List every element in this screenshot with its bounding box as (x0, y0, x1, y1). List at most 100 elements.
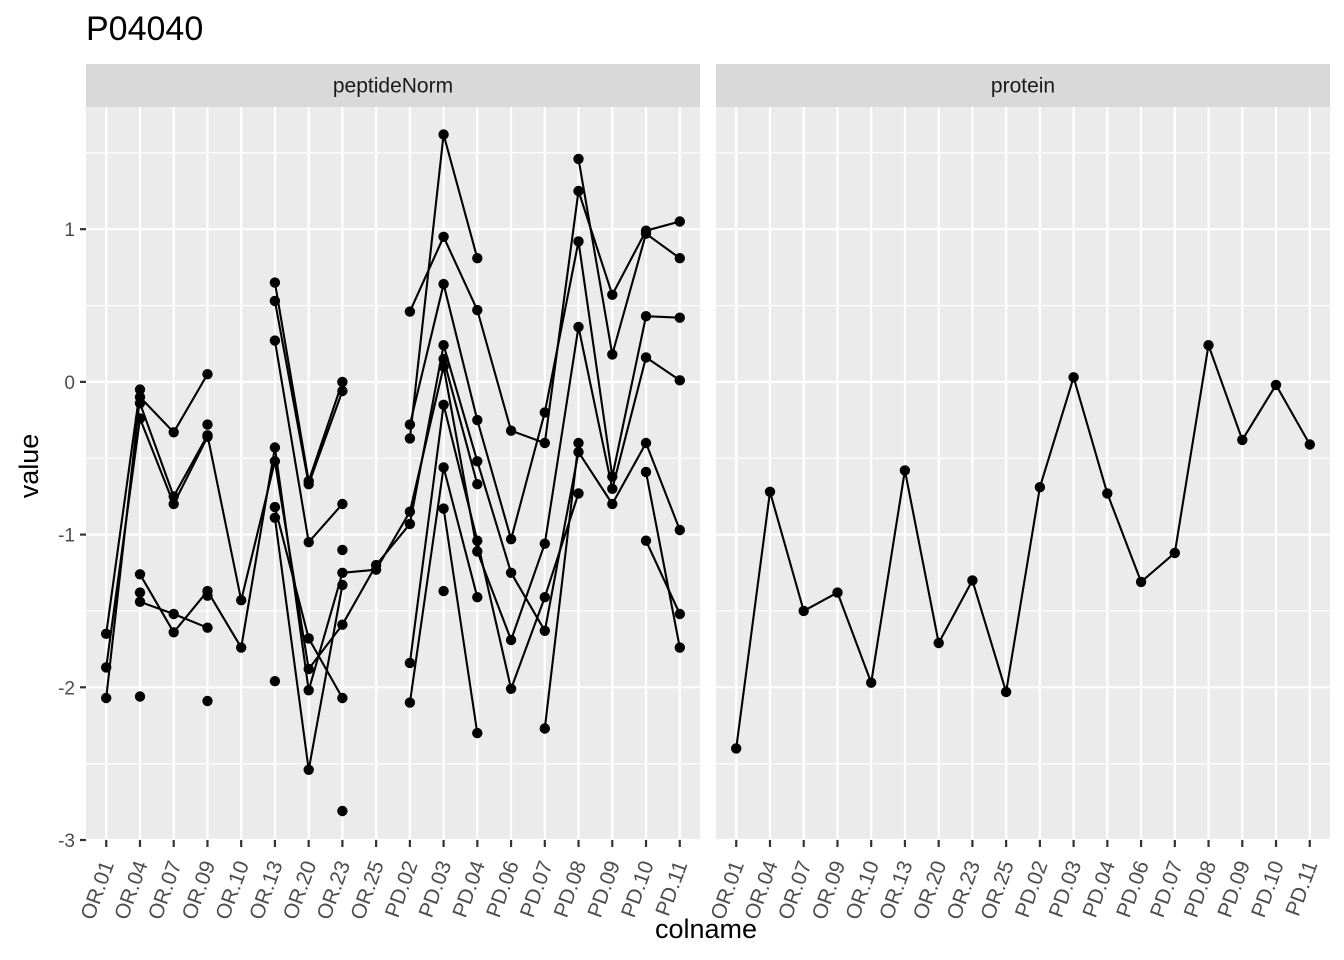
data-point (472, 479, 483, 490)
data-point (607, 483, 618, 494)
y-tick-label: -2 (58, 678, 75, 699)
data-point (269, 442, 281, 453)
y-tick-label: 1 (64, 220, 75, 241)
data-point (607, 289, 618, 300)
data-point (269, 335, 281, 346)
data-point (1068, 372, 1079, 383)
data-point (539, 625, 550, 636)
data-point (303, 479, 314, 490)
strip-background (716, 64, 1330, 107)
data-point (899, 465, 911, 476)
data-point (438, 129, 449, 140)
data-point (573, 185, 584, 197)
y-tick-label: -3 (58, 831, 75, 852)
data-point (202, 590, 213, 601)
data-point (438, 503, 449, 514)
data-point (337, 385, 348, 397)
data-point (404, 518, 416, 530)
data-point (607, 349, 618, 360)
data-point (202, 430, 213, 441)
data-point (404, 306, 416, 317)
data-point (472, 592, 483, 603)
data-point (1034, 482, 1046, 493)
series-6 (134, 399, 685, 704)
data-point (674, 524, 685, 536)
panel-peptideNorm: peptideNorm-3-2-101OR.01OR.04OR.07OR.09O… (58, 64, 700, 923)
data-point (674, 253, 685, 264)
data-point (134, 413, 146, 424)
data-point (269, 676, 281, 687)
data-point (168, 498, 179, 510)
data-point (539, 723, 550, 734)
series-line (442, 508, 479, 734)
series-7 (134, 437, 685, 775)
data-point (134, 384, 146, 395)
panel-background (716, 107, 1330, 840)
series-line (644, 471, 681, 648)
data-point (674, 312, 685, 323)
data-point (640, 352, 652, 363)
data-point (607, 498, 618, 510)
data-point (798, 605, 809, 617)
data-point (1270, 379, 1282, 391)
panel-background (86, 107, 700, 840)
data-point (472, 304, 483, 316)
series-line (645, 540, 681, 615)
data-point (202, 369, 213, 380)
data-point (573, 488, 584, 499)
data-point (764, 486, 776, 497)
data-point (202, 419, 213, 430)
data-point (832, 587, 843, 598)
data-point (1102, 488, 1113, 499)
data-point (337, 619, 348, 630)
series-line (577, 158, 681, 356)
data-point (337, 376, 348, 388)
data-point (134, 691, 146, 702)
data-point (337, 567, 348, 578)
data-point (438, 278, 449, 290)
data-point (101, 662, 112, 673)
series-1 (731, 340, 1316, 754)
series-line (408, 403, 580, 690)
y-tick-label: -1 (58, 526, 75, 547)
data-point (1000, 686, 1012, 698)
data-point (472, 253, 483, 264)
data-point (269, 295, 281, 307)
data-point (438, 353, 449, 365)
data-point (101, 692, 112, 704)
data-point (1304, 439, 1316, 450)
strip-label: peptideNorm (333, 75, 453, 98)
data-point (337, 579, 348, 591)
data-point (438, 340, 449, 351)
series-9 (337, 353, 483, 817)
data-point (472, 535, 483, 546)
data-point (505, 425, 517, 436)
data-point (539, 407, 550, 418)
data-point (303, 633, 314, 644)
data-point (236, 642, 247, 653)
data-point (674, 216, 685, 227)
data-point (134, 587, 146, 598)
data-point (134, 596, 146, 607)
x-axis-title: colname (655, 914, 757, 944)
data-point (303, 764, 314, 775)
series-line (735, 344, 1311, 749)
data-point (269, 277, 281, 288)
panels: peptideNorm-3-2-101OR.01OR.04OR.07OR.09O… (58, 64, 1330, 923)
data-point (168, 608, 179, 620)
data-point (202, 622, 213, 633)
data-point (269, 512, 281, 523)
series-line (105, 389, 142, 634)
data-point (202, 695, 213, 707)
data-point (967, 575, 978, 586)
data-point (168, 427, 179, 438)
data-point (674, 608, 685, 620)
y-tick-label: 0 (64, 373, 75, 394)
data-point (337, 692, 348, 704)
data-point (539, 592, 550, 603)
data-point (573, 321, 584, 333)
data-point (438, 399, 449, 410)
data-point (236, 595, 247, 606)
data-point (640, 466, 652, 478)
